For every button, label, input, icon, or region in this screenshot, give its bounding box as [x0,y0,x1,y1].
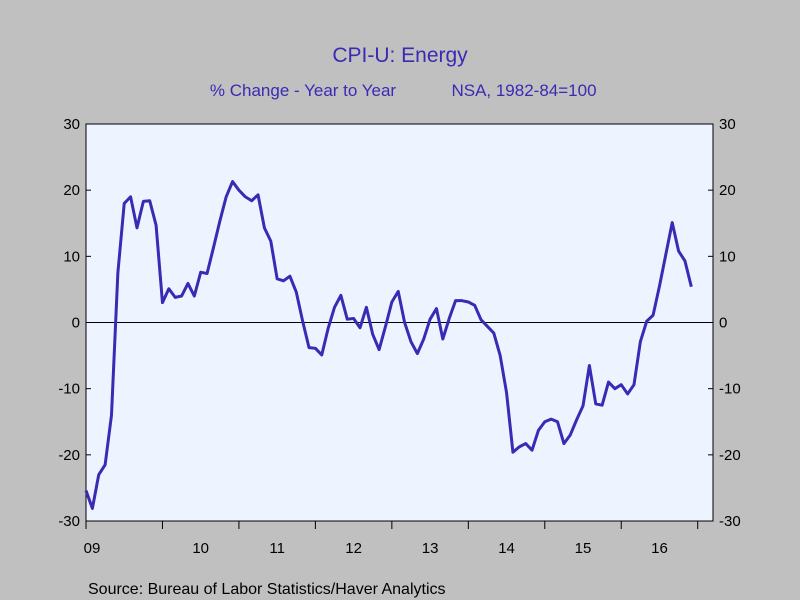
y-tick-label-right: 20 [719,182,736,199]
y-tick-label-left: 20 [63,182,80,199]
source-note: Source: Bureau of Labor Statistics/Haver… [88,581,446,598]
chart-subtitle-left: % Change - Year to Year [210,81,397,100]
y-tick-label-left: 0 [72,315,80,332]
x-tick-label: 13 [422,540,439,557]
y-tick-label-right: 30 [719,116,736,133]
chart-title: CPI-U: Energy [332,44,468,67]
x-tick-label: 16 [651,540,668,557]
y-tick-label-right: 10 [719,248,736,265]
x-tick-label: 09 [84,540,101,557]
x-tick-label: 14 [498,540,515,557]
x-tick-label: 12 [345,540,362,557]
y-tick-label-right: -30 [719,513,741,530]
series-line [84,180,693,510]
x-tick-label: 10 [192,540,209,557]
y-tick-label-left: -20 [58,447,80,464]
chart-subtitle-right: NSA, 1982-84=100 [451,81,596,100]
x-tick-label: 11 [269,540,285,557]
x-axis: 09 10 11 12 13 14 15 16 [84,521,699,557]
y-tick-label-left: 10 [63,248,80,265]
y-tick-label-left: 30 [63,116,80,133]
x-tick-label: 15 [575,540,592,557]
y-tick-label-left: -10 [58,381,80,398]
y-tick-label-right: -20 [719,447,741,464]
y-tick-label-left: -30 [58,513,80,530]
y-axis-right: 30 20 10 0 -10 -20 -30 [708,116,741,530]
y-tick-label-right: 0 [719,315,727,332]
y-tick-label-right: -10 [719,381,741,398]
y-axis-left: 30 20 10 0 -10 -20 -30 [58,116,91,530]
